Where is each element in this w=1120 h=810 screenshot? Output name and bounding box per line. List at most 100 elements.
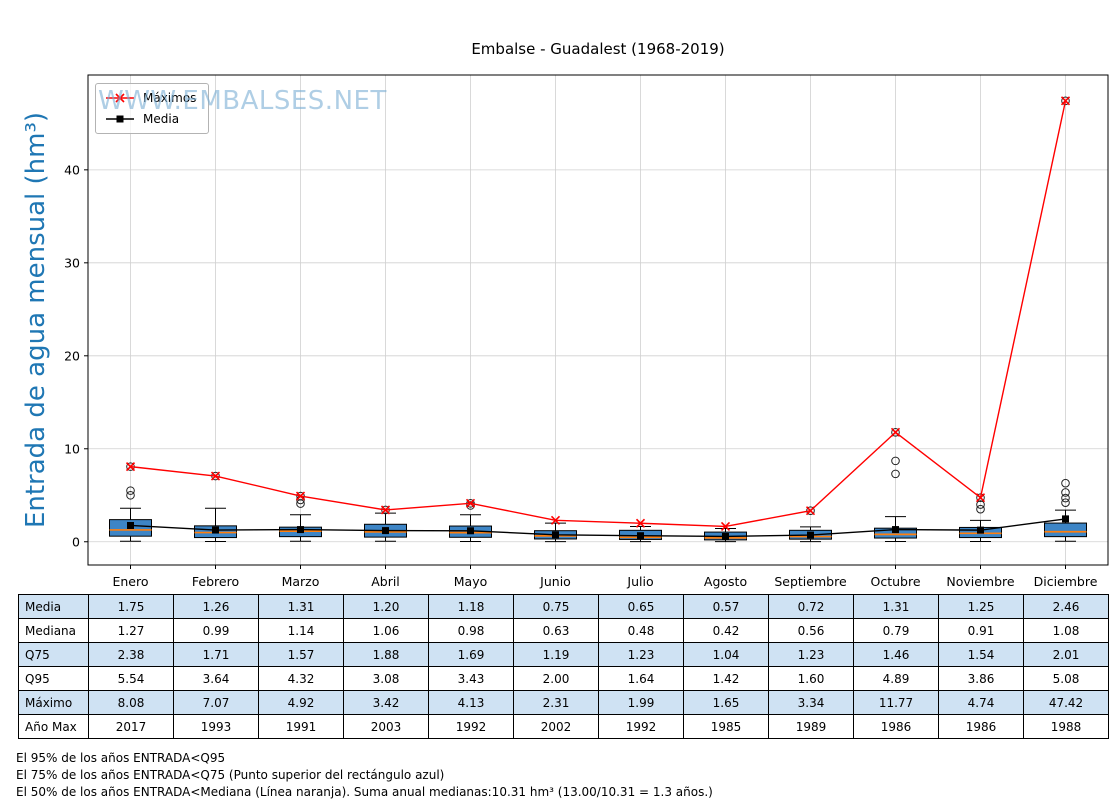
y-tick-label: 10 bbox=[64, 441, 80, 456]
media-line-icon bbox=[106, 115, 134, 123]
table-cell: 1.99 bbox=[598, 690, 684, 715]
table-row: Q95 5.54 3.64 4.32 3.08 3.43 2.00 1.64 1.42 1.60 4… bbox=[18, 666, 1109, 691]
table-cell: 1986 bbox=[938, 714, 1024, 739]
table-cell: 3.86 bbox=[938, 666, 1024, 691]
outlier-marker bbox=[976, 500, 985, 509]
table-cell: 0.63 bbox=[513, 618, 599, 643]
table-cell: 1.54 bbox=[938, 642, 1024, 667]
table-cell: 1985 bbox=[683, 714, 769, 739]
table-cell: 1.27 bbox=[88, 618, 174, 643]
mean-marker bbox=[552, 531, 559, 539]
table-cell: 1.69 bbox=[428, 642, 514, 667]
table-cell: 1.23 bbox=[598, 642, 684, 667]
table-cell: 1.42 bbox=[683, 666, 769, 691]
table-cell: 0.56 bbox=[768, 618, 854, 643]
max-marker bbox=[210, 471, 221, 481]
table-cell: 1988 bbox=[1023, 714, 1109, 739]
table-cell: 4.32 bbox=[258, 666, 344, 691]
max-marker bbox=[465, 498, 476, 508]
grid-lines bbox=[88, 75, 1108, 565]
table-cell: 2002 bbox=[513, 714, 599, 739]
footnote-line-1: El 95% de los años ENTRADA<Q95 bbox=[16, 751, 226, 765]
stats-table: Media 1.75 1.26 1.31 1.20 1.18 0.75 0.65 0.57 0.7… bbox=[18, 594, 1109, 739]
x-tick-label: Mayo bbox=[454, 574, 488, 589]
footnote-line-2: El 75% de los años ENTRADA<Q75 (Punto su… bbox=[16, 768, 445, 782]
outlier-marker bbox=[891, 456, 900, 466]
y-tick-label: 0 bbox=[72, 534, 80, 549]
table-row-label: Q75 bbox=[18, 642, 89, 667]
table-cell: 1.26 bbox=[173, 594, 259, 619]
x-tick-label: Junio bbox=[539, 574, 571, 589]
table-cell: 1.19 bbox=[513, 642, 599, 667]
chart-svg: 0 10 20 30 40 Enero Febrero Marzo Abril Mayo Junio… bbox=[64, 74, 1109, 589]
outlier-marker bbox=[466, 501, 475, 510]
outlier-marker bbox=[1061, 96, 1070, 106]
table-row-label: Mediana bbox=[18, 618, 89, 643]
table-cell: 2.01 bbox=[1023, 642, 1109, 667]
mean-marker bbox=[382, 527, 389, 535]
x-tick-label: Abril bbox=[371, 574, 400, 589]
table-cell: 7.07 bbox=[173, 690, 259, 715]
x-tick-label: Noviembre bbox=[946, 574, 1015, 589]
watermark: WWW.EMBALSES.NET bbox=[98, 86, 387, 116]
table-cell: 1989 bbox=[768, 714, 854, 739]
table-cell: 1.71 bbox=[173, 642, 259, 667]
mean-marker bbox=[637, 532, 644, 540]
x-tick-label: Agosto bbox=[704, 574, 747, 589]
table-cell: 1.60 bbox=[768, 666, 854, 691]
y-tick-label: 20 bbox=[64, 348, 80, 363]
table-cell: 0.65 bbox=[598, 594, 684, 619]
table-cell: 3.42 bbox=[343, 690, 429, 715]
table-cell: 4.13 bbox=[428, 690, 514, 715]
table-cell: 1992 bbox=[428, 714, 514, 739]
table-cell: 2.38 bbox=[88, 642, 174, 667]
table-row-label: Año Max bbox=[18, 714, 89, 739]
x-tick-label: Febrero bbox=[192, 574, 239, 589]
table-cell: 3.43 bbox=[428, 666, 514, 691]
table-cell: 47.42 bbox=[1023, 690, 1109, 715]
chart-title: Embalse - Guadalest (1968-2019) bbox=[471, 40, 725, 58]
table-cell: 2017 bbox=[88, 714, 174, 739]
table-cell: 0.42 bbox=[683, 618, 769, 643]
table-cell: 5.08 bbox=[1023, 666, 1109, 691]
footnotes: El 95% de los años ENTRADA<Q95 El 75% de… bbox=[16, 750, 713, 801]
max-marker bbox=[720, 521, 731, 531]
max-marker bbox=[635, 518, 646, 528]
outlier-marker bbox=[126, 490, 135, 500]
max-marker bbox=[380, 505, 391, 515]
table-cell: 1.25 bbox=[938, 594, 1024, 619]
table-cell: 1.23 bbox=[768, 642, 854, 667]
x-tick-label: Diciembre bbox=[1034, 574, 1098, 589]
table-row-label: Q95 bbox=[18, 666, 89, 691]
table-cell: 1.08 bbox=[1023, 618, 1109, 643]
max-marker bbox=[1060, 96, 1071, 106]
table-row: Máximo 8.08 7.07 4.92 3.42 4.13 2.31 1.99 1.65 3.… bbox=[18, 690, 1109, 715]
table-cell: 11.77 bbox=[853, 690, 939, 715]
x-tick-label: Octubre bbox=[870, 574, 920, 589]
boxplot-octubre bbox=[874, 428, 917, 542]
max-marker bbox=[975, 493, 986, 503]
table-cell: 4.89 bbox=[853, 666, 939, 691]
mean-marker bbox=[722, 532, 729, 540]
table-cell: 0.99 bbox=[173, 618, 259, 643]
table-cell: 0.48 bbox=[598, 618, 684, 643]
table-row: Año Max 2017 1993 1991 2003 1992 2002 1992 1985 1… bbox=[18, 714, 1109, 739]
mean-marker bbox=[297, 526, 304, 534]
y-tick-label: 30 bbox=[64, 255, 80, 270]
table-cell: 1991 bbox=[258, 714, 344, 739]
mean-marker bbox=[977, 526, 984, 534]
table-cell: 1.75 bbox=[88, 594, 174, 619]
outlier-marker bbox=[976, 504, 985, 514]
table-cell: 0.72 bbox=[768, 594, 854, 619]
table-cell: 1.04 bbox=[683, 642, 769, 667]
mean-marker bbox=[212, 526, 219, 534]
mean-line bbox=[130, 518, 1066, 538]
table-cell: 0.57 bbox=[683, 594, 769, 619]
boxplot-marzo bbox=[279, 491, 322, 542]
table-cell: 3.08 bbox=[343, 666, 429, 691]
table-cell: 1.65 bbox=[683, 690, 769, 715]
x-tick-label: Enero bbox=[112, 574, 148, 589]
legend-label-maximos: Máximos bbox=[143, 91, 197, 105]
chart-legend: Máximos Media bbox=[95, 83, 210, 134]
table-cell: 2.31 bbox=[513, 690, 599, 715]
